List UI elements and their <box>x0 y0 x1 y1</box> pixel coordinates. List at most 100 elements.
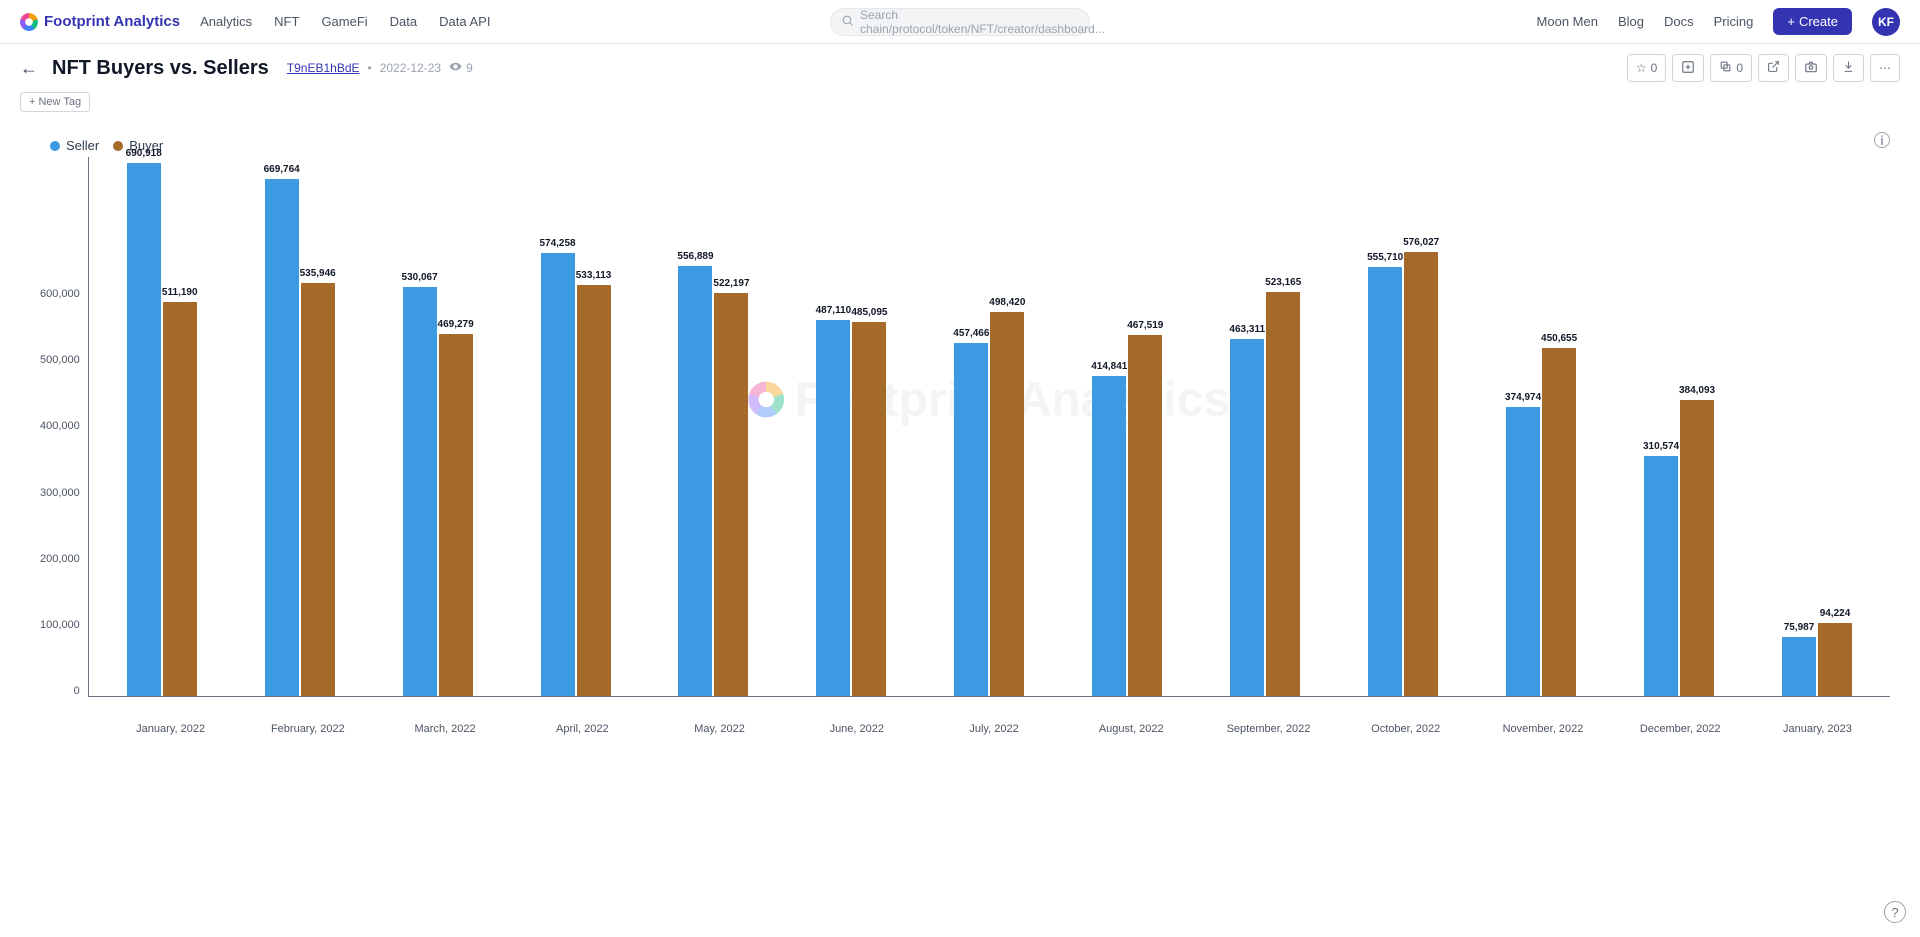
bar-buyer[interactable]: 94,224 <box>1818 623 1852 696</box>
share-button[interactable] <box>1758 54 1789 82</box>
bar-value-label: 576,027 <box>1403 237 1439 248</box>
nav-dataapi[interactable]: Data API <box>439 14 490 29</box>
nav-gamefi[interactable]: GameFi <box>321 14 367 29</box>
page-date: 2022-12-23 <box>380 61 441 75</box>
bar-value-label: 414,841 <box>1091 361 1127 372</box>
bar-buyer[interactable]: 384,093 <box>1680 400 1714 696</box>
y-tick: 0 <box>74 685 80 697</box>
download-button[interactable] <box>1833 54 1864 82</box>
x-tick-label: November, 2022 <box>1474 717 1611 735</box>
bar-seller[interactable]: 457,466 <box>954 343 988 696</box>
bar-seller[interactable]: 75,987 <box>1782 637 1816 696</box>
bar-value-label: 467,519 <box>1127 320 1163 331</box>
bar-buyer[interactable]: 533,113 <box>577 285 611 696</box>
author-link[interactable]: T9nEB1hBdE <box>287 61 360 75</box>
bar-seller[interactable]: 414,841 <box>1092 376 1126 696</box>
bar-value-label: 533,113 <box>576 270 612 281</box>
add-dashboard-button[interactable] <box>1672 54 1704 82</box>
screenshot-button[interactable] <box>1795 54 1827 82</box>
x-tick-label: February, 2022 <box>239 717 376 735</box>
bar-value-label: 498,420 <box>989 297 1025 308</box>
bar-value-label: 469,279 <box>438 319 474 330</box>
nav-nft[interactable]: NFT <box>274 14 299 29</box>
bar-seller[interactable]: 310,574 <box>1644 456 1678 696</box>
nav-pricing[interactable]: Pricing <box>1714 14 1754 29</box>
download-icon <box>1842 60 1855 76</box>
main-nav: Analytics NFT GameFi Data Data API <box>200 14 490 29</box>
bar-value-label: 574,258 <box>539 238 575 249</box>
bar-group: 75,98794,224 <box>1748 623 1886 696</box>
x-tick-label: June, 2022 <box>788 717 925 735</box>
bar-group: 530,067469,279 <box>369 287 507 696</box>
more-button[interactable]: ⋯ <box>1870 54 1900 82</box>
bar-buyer[interactable]: 523,165 <box>1266 292 1300 696</box>
user-avatar[interactable]: KF <box>1872 8 1900 36</box>
x-tick-label: April, 2022 <box>514 717 651 735</box>
y-tick: 100,000 <box>40 619 80 631</box>
bar-group: 669,764535,946 <box>231 179 369 696</box>
bar-value-label: 487,110 <box>816 305 852 316</box>
bar-seller[interactable]: 690,918 <box>127 163 161 696</box>
right-nav: Moon Men Blog Docs Pricing + Create KF <box>1537 8 1900 36</box>
nav-moonmen[interactable]: Moon Men <box>1537 14 1598 29</box>
bar-seller[interactable]: 574,258 <box>541 253 575 696</box>
bar-value-label: 485,095 <box>851 307 887 318</box>
bar-value-label: 522,197 <box>713 278 749 289</box>
y-tick: 600,000 <box>40 288 80 300</box>
bar-value-label: 450,655 <box>1541 333 1577 344</box>
bar-seller[interactable]: 556,889 <box>678 266 712 696</box>
nav-blog[interactable]: Blog <box>1618 14 1644 29</box>
bar-buyer[interactable]: 469,279 <box>439 334 473 696</box>
bar-seller[interactable]: 374,974 <box>1506 407 1540 696</box>
bar-group: 457,466498,420 <box>920 312 1058 696</box>
bar-buyer[interactable]: 576,027 <box>1404 252 1438 696</box>
bar-value-label: 374,974 <box>1505 392 1541 403</box>
bar-group: 414,841467,519 <box>1058 335 1196 696</box>
view-count: 9 <box>466 61 473 75</box>
x-tick-label: October, 2022 <box>1337 717 1474 735</box>
bar-value-label: 690,918 <box>126 148 162 159</box>
legend-label-seller: Seller <box>66 138 99 153</box>
search-input[interactable]: Search chain/protocol/token/NFT/creator/… <box>830 8 1090 36</box>
star-button[interactable]: ☆ 0 <box>1627 54 1666 82</box>
bar-buyer[interactable]: 485,095 <box>852 322 886 696</box>
bar-buyer[interactable]: 498,420 <box>990 312 1024 696</box>
bar-buyer[interactable]: 522,197 <box>714 293 748 696</box>
y-tick: 300,000 <box>40 487 80 499</box>
create-button[interactable]: + Create <box>1773 8 1852 35</box>
subheader: ← NFT Buyers vs. Sellers T9nEB1hBdE • 20… <box>0 44 1920 92</box>
bar-value-label: 511,190 <box>162 287 198 298</box>
bar-seller[interactable]: 487,110 <box>816 320 850 696</box>
logo-icon <box>20 13 38 31</box>
back-arrow-icon[interactable]: ← <box>20 58 38 79</box>
x-tick-label: December, 2022 <box>1612 717 1749 735</box>
star-count: 0 <box>1651 61 1658 75</box>
new-tag-button[interactable]: + New Tag <box>20 92 90 112</box>
chart-legend: Seller Buyer <box>40 132 1890 157</box>
legend-item-seller[interactable]: Seller <box>50 138 99 153</box>
brand-logo[interactable]: Footprint Analytics <box>20 13 180 31</box>
tag-row: + New Tag <box>0 92 1920 122</box>
bar-buyer[interactable]: 467,519 <box>1128 335 1162 696</box>
copy-button[interactable]: 0 <box>1710 54 1752 82</box>
page-toolbar: ☆ 0 0 ⋯ <box>1627 54 1900 82</box>
camera-icon <box>1804 60 1818 77</box>
info-icon[interactable]: i <box>1874 132 1890 148</box>
bar-value-label: 463,311 <box>1229 324 1265 335</box>
bar-seller[interactable]: 555,710 <box>1368 267 1402 696</box>
nav-docs[interactable]: Docs <box>1664 14 1694 29</box>
bar-seller[interactable]: 669,764 <box>265 179 299 696</box>
dashboard-icon <box>1681 60 1695 77</box>
bar-buyer[interactable]: 535,946 <box>301 283 335 696</box>
nav-data[interactable]: Data <box>390 14 417 29</box>
copy-icon <box>1719 60 1732 76</box>
bar-buyer[interactable]: 511,190 <box>163 302 197 696</box>
bar-buyer[interactable]: 450,655 <box>1542 348 1576 696</box>
bar-seller[interactable]: 463,311 <box>1230 339 1264 696</box>
y-axis: 600,000500,000400,000300,000200,000100,0… <box>40 157 88 697</box>
help-button[interactable]: ? <box>1884 901 1906 923</box>
bar-value-label: 535,946 <box>300 268 336 279</box>
nav-analytics[interactable]: Analytics <box>200 14 252 29</box>
bar-seller[interactable]: 530,067 <box>403 287 437 696</box>
external-link-icon <box>1767 60 1780 76</box>
